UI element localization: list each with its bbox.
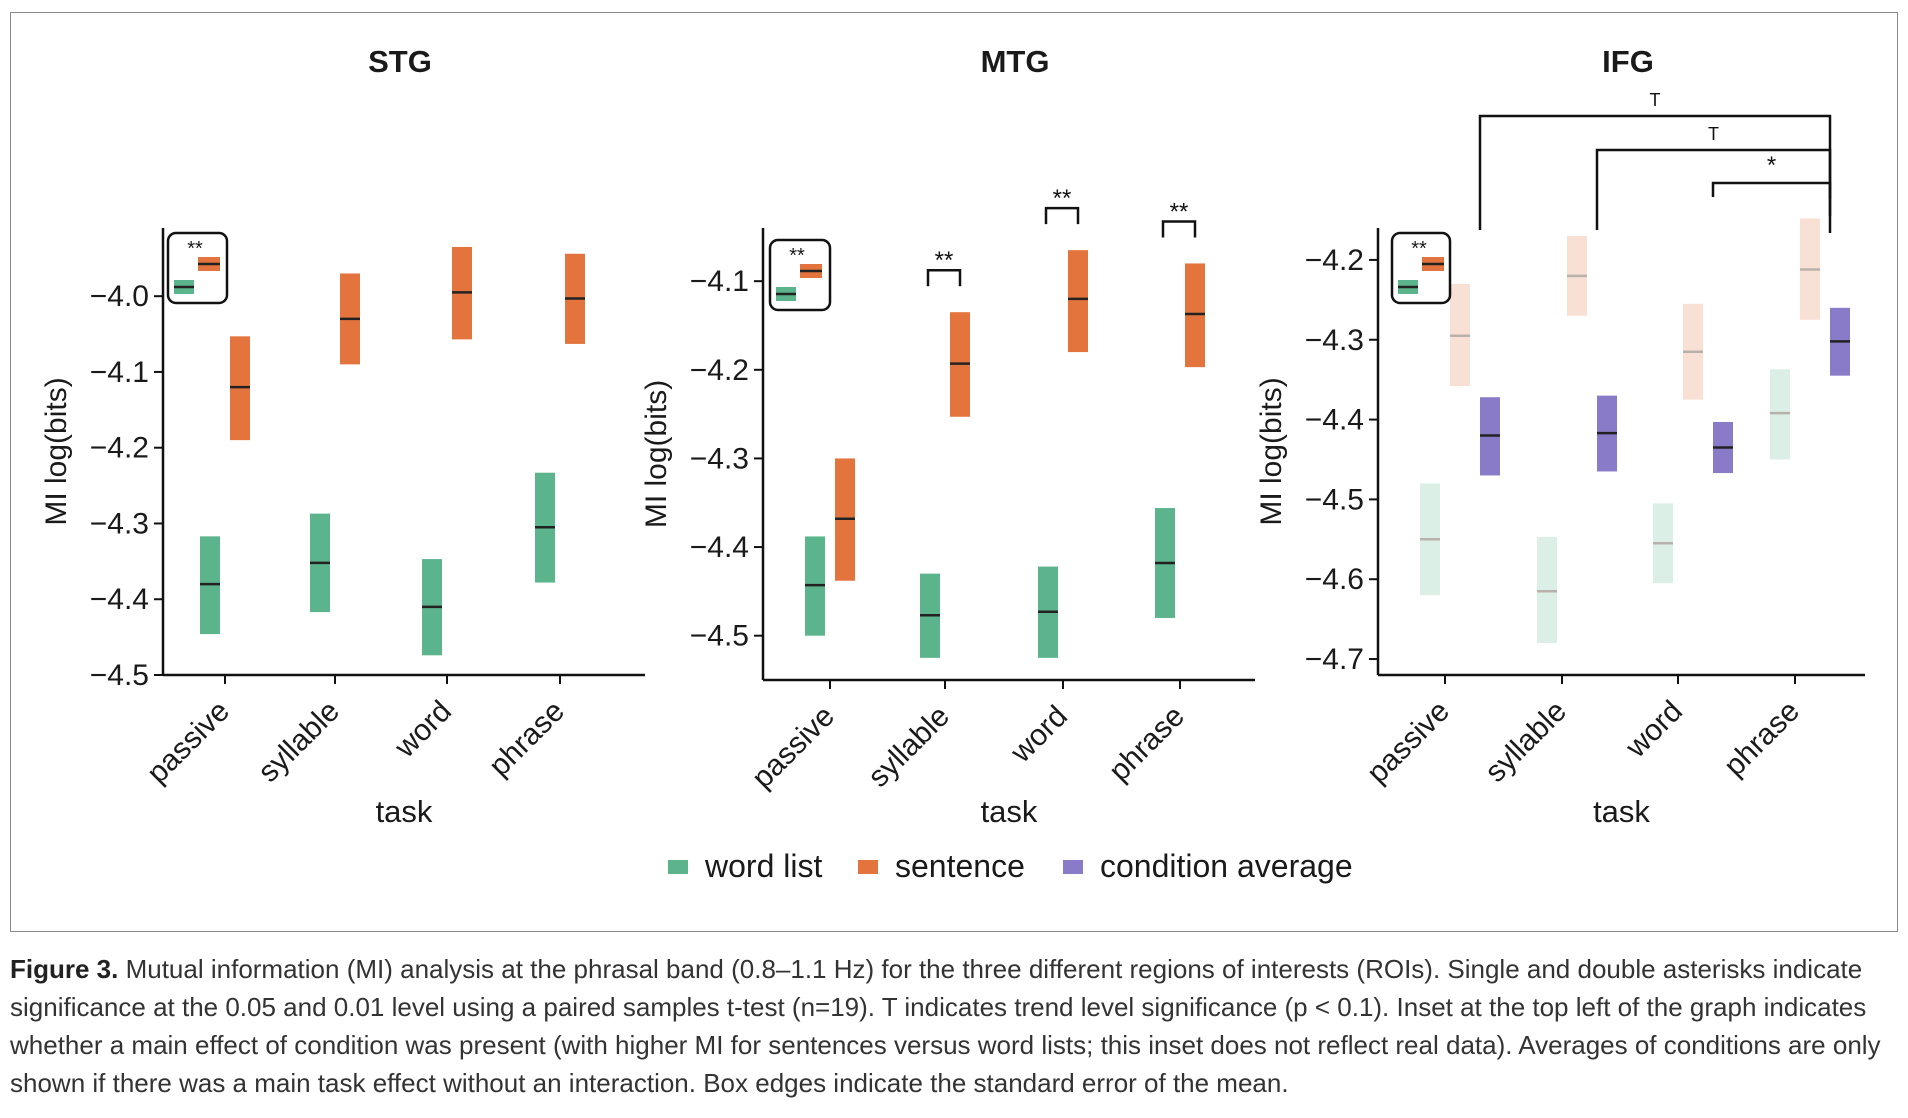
significance-bracket xyxy=(926,268,962,287)
significance-label: T xyxy=(1650,90,1661,110)
x-axis-label: task xyxy=(1593,794,1650,829)
y-tick-label: −4.3 xyxy=(1305,324,1364,357)
legend-swatch-condition-average xyxy=(1063,860,1083,874)
significance-label: ** xyxy=(935,247,954,274)
y-tick-label: −4.7 xyxy=(1305,643,1364,676)
figure-frame xyxy=(10,12,1898,932)
legend: word list sentence condition average xyxy=(668,848,1353,884)
significance-bracket xyxy=(1044,206,1080,225)
caption-label: Figure 3. xyxy=(10,954,119,984)
x-tick-label: syllable xyxy=(1479,695,1573,789)
box-sentence-word xyxy=(1068,250,1088,353)
y-tick-label: −4.4 xyxy=(1305,404,1364,437)
x-tick-label: passive xyxy=(746,700,841,795)
caption-text: Mutual information (MI) analysis at the … xyxy=(10,954,1881,1098)
y-tick-label: −4.3 xyxy=(690,442,749,475)
significance-bracket xyxy=(1161,220,1197,238)
x-tick-label: phrase xyxy=(483,695,571,783)
x-tick-label: word xyxy=(1004,700,1074,770)
x-tick-label: phrase xyxy=(1103,700,1191,788)
y-tick-label: −4.0 xyxy=(90,280,149,313)
x-axis-label: task xyxy=(376,794,433,829)
inset-significance-label: ** xyxy=(187,238,203,260)
x-tick-label: syllable xyxy=(252,695,346,789)
y-axis-label: MI log(bits) xyxy=(1255,377,1288,525)
y-tick-label: −4.2 xyxy=(690,354,749,387)
significance-bracket xyxy=(1711,181,1832,233)
chart-panel-mtg: MTG −4.1 −4.2 −4.3 −4.4 −4.5 MI log(bits) passi… xyxy=(640,44,1255,829)
y-tick-label: −4.1 xyxy=(690,265,749,298)
inset-significance-label: ** xyxy=(1411,238,1427,260)
significance-bracket xyxy=(1478,114,1832,230)
significance-label: * xyxy=(1767,152,1776,179)
y-tick-label: −4.5 xyxy=(1305,483,1364,516)
y-tick-label: −4.1 xyxy=(90,356,149,389)
y-tick-label: −4.5 xyxy=(690,620,749,653)
figure-caption: Figure 3. Mutual information (MI) analys… xyxy=(10,950,1898,1102)
y-tick-label: −4.5 xyxy=(90,659,149,692)
significance-label: ** xyxy=(1053,185,1072,212)
x-tick-label: passive xyxy=(1361,695,1456,790)
x-tick-label: phrase xyxy=(1718,695,1806,783)
legend-label-sentence: sentence xyxy=(895,848,1025,884)
significance-label: T xyxy=(1708,124,1719,144)
x-tick-label: word xyxy=(388,695,458,765)
x-tick-label: syllable xyxy=(862,700,956,794)
y-axis-label: MI log(bits) xyxy=(40,377,73,525)
x-axis-label: task xyxy=(981,794,1038,829)
y-tick-label: −4.6 xyxy=(1305,563,1364,596)
x-tick-label: word xyxy=(1619,695,1689,765)
y-tick-label: −4.3 xyxy=(90,507,149,540)
inset-significance-label: ** xyxy=(789,245,805,267)
x-tick-label: passive xyxy=(141,695,236,790)
y-tick-label: −4.4 xyxy=(690,531,749,564)
y-tick-label: −4.4 xyxy=(90,583,149,616)
chart-panel-ifg: IFG −4.2 −4.3 −4.4 −4.5 −4.6 −4.7 MI log(bits) p… xyxy=(1255,44,1865,829)
chart-title: MTG xyxy=(981,44,1050,79)
legend-label-word-list: word list xyxy=(704,848,822,884)
y-tick-label: −4.2 xyxy=(1305,244,1364,277)
y-tick-label: −4.2 xyxy=(90,432,149,465)
figure-svg: STG −4.0 −4.1 −4.2 −4.3 −4.4 −4.5 MI log(bits) p… xyxy=(40,44,1865,884)
significance-label: ** xyxy=(1170,198,1189,225)
chart-title: STG xyxy=(368,44,432,79)
legend-swatch-sentence xyxy=(858,860,878,874)
y-axis-label: MI log(bits) xyxy=(640,380,673,528)
legend-label-condition-average: condition average xyxy=(1100,848,1353,884)
legend-swatch-word-list xyxy=(668,860,688,874)
chart-title: IFG xyxy=(1602,44,1654,79)
box-sentence-phrase xyxy=(1185,263,1205,368)
chart-panel-stg: STG −4.0 −4.1 −4.2 −4.3 −4.4 −4.5 MI log(bits) p… xyxy=(40,44,645,829)
